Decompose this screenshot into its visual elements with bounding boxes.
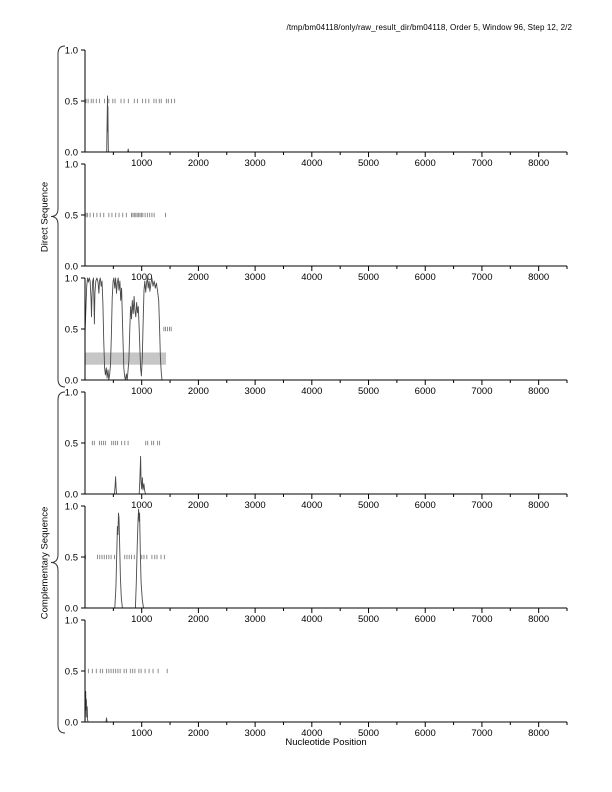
x-tick-label: 5000 <box>358 386 379 397</box>
x-tick-label: 7000 <box>471 272 492 283</box>
x-tick-label: 7000 <box>471 158 492 169</box>
x-tick-label: 5000 <box>358 272 379 283</box>
x-tick-label: 8000 <box>528 500 549 511</box>
panel-complementary-frame-3: 0.0 0.5 1.0 1000 2000 3000 4000 5000 6000 7000 800… <box>65 615 568 739</box>
y-tick-label: 0.0 <box>65 375 78 386</box>
x-tick-label: 5000 <box>358 614 379 625</box>
x-tick-label: 3000 <box>245 386 266 397</box>
x-tick-label: 4000 <box>301 158 322 169</box>
y-tick-label: 1.0 <box>65 501 78 512</box>
half-level-marks <box>84 554 165 560</box>
x-tick-label: 3000 <box>245 158 266 169</box>
x-tick-label: 3000 <box>245 614 266 625</box>
y-tick-label: 1.0 <box>65 159 78 170</box>
panel-direct-frame-1: 0.0 0.5 1.0 1000 2000 3000 4000 5000 6000 7000 800… <box>65 45 568 169</box>
half-level-marks <box>91 440 161 446</box>
x-tick-label: 7000 <box>471 500 492 511</box>
x-tick-label: 8000 <box>528 158 549 169</box>
x-tick-label: 6000 <box>415 158 436 169</box>
direct-sequence-brace <box>50 45 66 388</box>
x-tick-label: 7000 <box>471 728 492 739</box>
y-tick-label: 1.0 <box>65 273 78 284</box>
y-tick-label: 1.0 <box>65 387 78 398</box>
panel-axes <box>84 278 567 381</box>
y-tick-label: 0.0 <box>65 489 78 500</box>
probability-curve <box>85 455 567 495</box>
x-tick-label: 3000 <box>245 272 266 283</box>
y-tick-label: 0.5 <box>65 324 78 335</box>
probability-curve <box>85 95 567 153</box>
x-tick-label: 8000 <box>528 728 549 739</box>
x-tick-label: 2000 <box>188 386 209 397</box>
y-tick-label: 0.0 <box>65 717 78 728</box>
complementary-sequence-brace <box>50 391 66 734</box>
x-tick-label: 2000 <box>188 500 209 511</box>
x-tick-label: 5000 <box>358 500 379 511</box>
x-tick-label: 6000 <box>415 614 436 625</box>
shaded-band <box>85 352 167 365</box>
half-level-marks <box>85 212 167 218</box>
y-tick-label: 0.0 <box>65 261 78 272</box>
x-tick-label: 1000 <box>131 158 152 169</box>
panel-complementary-frame-2: 0.0 0.5 1.0 1000 2000 3000 4000 5000 6000 7000 800… <box>65 501 568 625</box>
half-level-marks <box>85 98 176 104</box>
x-tick-label: 4000 <box>301 500 322 511</box>
x-tick-label: 1000 <box>131 614 152 625</box>
x-tick-label: 1000 <box>131 728 152 739</box>
x-tick-label: 2000 <box>188 614 209 625</box>
panel-direct-frame-3: 0.0 0.5 1.0 1000 2000 3000 4000 5000 6000 7000 800… <box>65 273 568 397</box>
x-tick-label: 4000 <box>301 728 322 739</box>
y-tick-label: 1.0 <box>65 615 78 626</box>
x-tick-label: 1000 <box>131 386 152 397</box>
x-tick-label: 5000 <box>358 158 379 169</box>
half-level-marks <box>163 326 172 332</box>
x-tick-label: 4000 <box>301 272 322 283</box>
y-tick-label: 0.5 <box>65 210 78 221</box>
x-tick-label: 1000 <box>131 272 152 283</box>
x-tick-label: 7000 <box>471 614 492 625</box>
panel-axes <box>84 50 567 153</box>
x-tick-label: 5000 <box>358 728 379 739</box>
x-tick-label: 7000 <box>471 386 492 397</box>
x-tick-label: 1000 <box>131 500 152 511</box>
y-tick-label: 0.0 <box>65 603 78 614</box>
x-tick-label: 6000 <box>415 728 436 739</box>
probability-curve <box>84 690 567 723</box>
panel-complementary-frame-1: 0.0 0.5 1.0 1000 2000 3000 4000 5000 6000 7000 800… <box>65 387 568 511</box>
x-tick-label: 8000 <box>528 386 549 397</box>
x-tick-label: 2000 <box>188 272 209 283</box>
y-tick-label: 0.0 <box>65 147 78 158</box>
figure-title: /tmp/bm04118/only/raw_result_dir/bm04118… <box>286 23 572 32</box>
y-tick-label: 0.5 <box>65 552 78 563</box>
x-tick-label: 6000 <box>415 272 436 283</box>
x-tick-label: 6000 <box>415 386 436 397</box>
x-tick-label: 6000 <box>415 500 436 511</box>
x-tick-label: 8000 <box>528 614 549 625</box>
x-tick-label: 4000 <box>301 386 322 397</box>
y-tick-label: 0.5 <box>65 96 78 107</box>
x-tick-label: 8000 <box>528 272 549 283</box>
y-tick-label: 0.5 <box>65 666 78 677</box>
x-tick-label: 2000 <box>188 728 209 739</box>
panel-direct-frame-2: 0.0 0.5 1.0 1000 2000 3000 4000 5000 6000 7000 800… <box>65 159 568 283</box>
x-tick-label: 2000 <box>188 158 209 169</box>
x-tick-label: 3000 <box>245 500 266 511</box>
panel-axes <box>84 620 567 723</box>
x-axis-title: Nucleotide Position <box>285 737 367 748</box>
panel-axes <box>84 164 567 267</box>
probability-curve <box>84 277 567 381</box>
half-level-marks <box>87 668 168 674</box>
y-tick-label: 1.0 <box>65 45 78 56</box>
x-tick-label: 4000 <box>301 614 322 625</box>
y-tick-label: 0.5 <box>65 438 78 449</box>
x-tick-label: 3000 <box>245 728 266 739</box>
